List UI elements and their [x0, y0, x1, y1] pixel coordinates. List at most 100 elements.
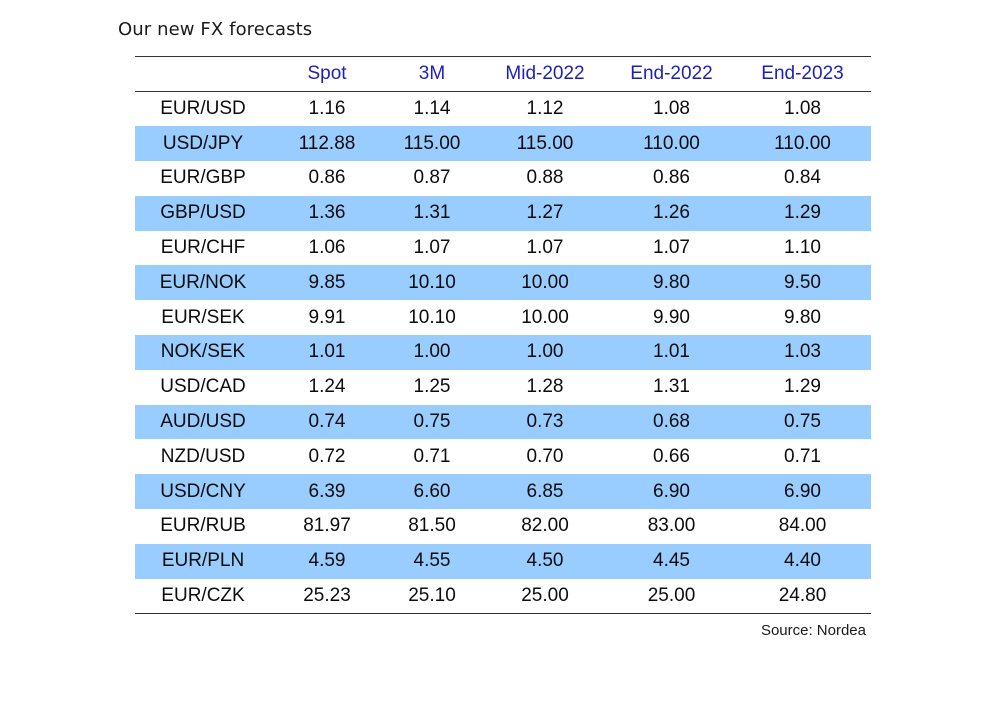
table-row: EUR/CHF 1.06 1.07 1.07 1.07 1.10 [135, 231, 871, 266]
cell-pair: EUR/CHF [160, 237, 246, 259]
cell-end-2022: 0.66 [653, 445, 690, 467]
header-corner [135, 56, 271, 92]
cell-end-2023: 24.80 [734, 578, 871, 614]
table-header-row: Spot 3M Mid-2022 End-2022 End-2023 [135, 56, 871, 92]
cell-pair: USD/JPY [135, 126, 271, 162]
cell-end-2022: 9.90 [653, 306, 690, 328]
table-row: GBP/USD 1.36 1.31 1.27 1.26 1.29 [135, 195, 871, 231]
table-row: EUR/GBP 0.86 0.87 0.88 0.86 0.84 [135, 161, 871, 196]
header-3m: 3M [383, 56, 481, 92]
cell-3m: 6.60 [383, 474, 481, 510]
cell-mid-2022: 4.50 [481, 543, 609, 579]
cell-mid-2022: 1.07 [526, 237, 564, 259]
page-title: Our new FX forecasts [118, 19, 313, 40]
cell-mid-2022: 82.00 [521, 515, 569, 537]
cell-end-2022: 0.68 [609, 404, 734, 440]
cell-mid-2022: 10.00 [521, 306, 569, 328]
cell-end-2022: 1.31 [653, 376, 690, 398]
cell-mid-2022: 1.28 [526, 376, 564, 398]
cell-spot: 9.85 [271, 265, 383, 301]
cell-pair: USD/CNY [135, 474, 271, 510]
cell-spot: 4.59 [271, 543, 383, 579]
cell-3m: 1.14 [413, 98, 451, 120]
cell-mid-2022: 115.00 [481, 126, 609, 162]
table-row: AUD/USD 0.74 0.75 0.73 0.68 0.75 [135, 404, 871, 440]
cell-3m: 115.00 [383, 126, 481, 162]
cell-spot: 0.86 [308, 167, 346, 189]
cell-3m: 81.50 [408, 515, 456, 537]
cell-spot: 1.16 [308, 98, 346, 120]
cell-end-2022: 83.00 [647, 515, 696, 537]
cell-end-2022: 1.26 [609, 195, 734, 231]
cell-mid-2022: 25.00 [481, 578, 609, 614]
cell-spot: 25.23 [271, 578, 383, 614]
cell-3m: 1.00 [383, 335, 481, 370]
cell-end-2023: 9.80 [784, 306, 821, 328]
cell-end-2023: 110.00 [734, 126, 871, 162]
cell-3m: 10.10 [383, 265, 481, 301]
cell-pair: EUR/RUB [160, 515, 246, 537]
table-row: USD/JPY 112.88 115.00 115.00 110.00 110.00 [135, 126, 871, 162]
cell-pair: EUR/USD [160, 98, 246, 120]
cell-end-2022: 0.86 [653, 167, 690, 189]
cell-end-2023: 0.71 [784, 445, 821, 467]
cell-end-2022: 9.80 [609, 265, 734, 301]
cell-mid-2022: 0.88 [526, 167, 564, 189]
cell-spot: 1.36 [271, 195, 383, 231]
cell-spot: 1.24 [308, 376, 346, 398]
cell-pair: EUR/CZK [135, 578, 271, 614]
cell-end-2023: 9.50 [734, 265, 871, 301]
cell-end-2023: 1.03 [734, 335, 871, 370]
cell-end-2022: 4.45 [609, 543, 734, 579]
cell-end-2022: 25.00 [609, 578, 734, 614]
table-row: USD/CNY 6.39 6.60 6.85 6.90 6.90 [135, 474, 871, 510]
cell-spot: 0.72 [308, 445, 346, 467]
cell-mid-2022: 6.85 [481, 474, 609, 510]
cell-pair: AUD/USD [135, 404, 271, 440]
cell-mid-2022: 0.70 [526, 445, 564, 467]
cell-end-2023: 1.10 [784, 237, 821, 259]
table-row: USD/CAD 1.24 1.25 1.28 1.31 1.29 [135, 370, 871, 405]
cell-pair: EUR/SEK [161, 306, 245, 328]
cell-3m: 0.87 [413, 167, 451, 189]
cell-3m: 4.55 [383, 543, 481, 579]
cell-spot: 112.88 [271, 126, 383, 162]
cell-end-2022: 110.00 [609, 126, 734, 162]
cell-3m: 25.10 [383, 578, 481, 614]
fx-forecast-table: Spot 3M Mid-2022 End-2022 End-2023 EUR/U… [135, 56, 871, 614]
table-row: EUR/CZK 25.23 25.10 25.00 25.00 24.80 [135, 578, 871, 614]
cell-end-2023: 1.29 [734, 195, 871, 231]
cell-pair: EUR/GBP [160, 167, 246, 189]
header-mid-2022: Mid-2022 [481, 56, 609, 92]
cell-spot: 0.74 [271, 404, 383, 440]
cell-3m: 0.71 [413, 445, 451, 467]
table-row: EUR/USD 1.16 1.14 1.12 1.08 1.08 [135, 92, 871, 127]
cell-end-2023: 84.00 [778, 515, 827, 537]
source-note: Source: Nordea [760, 622, 866, 639]
cell-mid-2022: 0.73 [481, 404, 609, 440]
cell-spot: 81.97 [303, 515, 351, 537]
cell-end-2023: 4.40 [734, 543, 871, 579]
cell-end-2023: 1.08 [784, 98, 821, 120]
table-row: NOK/SEK 1.01 1.00 1.00 1.01 1.03 [135, 335, 871, 370]
cell-end-2022: 6.90 [609, 474, 734, 510]
cell-spot: 9.91 [308, 306, 346, 328]
cell-pair: EUR/NOK [135, 265, 271, 301]
cell-end-2022: 1.08 [653, 98, 690, 120]
header-end-2022: End-2022 [609, 56, 734, 92]
table-row: EUR/NOK 9.85 10.10 10.00 9.80 9.50 [135, 265, 871, 301]
cell-3m: 1.25 [413, 376, 451, 398]
cell-3m: 10.10 [408, 306, 456, 328]
cell-pair: NOK/SEK [135, 335, 271, 370]
cell-spot: 1.01 [271, 335, 383, 370]
cell-pair: GBP/USD [135, 195, 271, 231]
header-end-2023: End-2023 [734, 56, 871, 92]
cell-3m: 0.75 [383, 404, 481, 440]
cell-pair: NZD/USD [160, 445, 246, 467]
table-body: EUR/USD 1.16 1.14 1.12 1.08 1.08 USD/JPY 112.88… [135, 92, 871, 614]
cell-pair: EUR/PLN [135, 543, 271, 579]
cell-mid-2022: 1.27 [481, 195, 609, 231]
cell-end-2023: 0.75 [734, 404, 871, 440]
cell-3m: 1.07 [413, 237, 451, 259]
table-row: NZD/USD 0.72 0.71 0.70 0.66 0.71 [135, 439, 871, 474]
